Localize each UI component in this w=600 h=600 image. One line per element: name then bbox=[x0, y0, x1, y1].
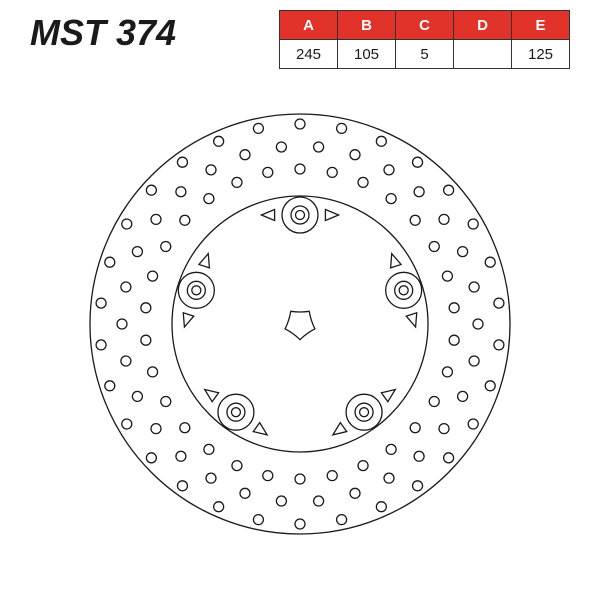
cell: 105 bbox=[338, 40, 396, 69]
table-value-row: 245 105 5 125 bbox=[280, 40, 570, 69]
cell: 5 bbox=[396, 40, 454, 69]
part-number-label: MST 374 bbox=[0, 0, 191, 51]
col-header: B bbox=[338, 11, 396, 40]
table-header-row: A B C D E bbox=[280, 11, 570, 40]
root: MST 374 A B C D E 245 105 5 125 bbox=[0, 0, 600, 600]
brake-disc-diagram bbox=[0, 69, 600, 579]
col-header: C bbox=[396, 11, 454, 40]
col-header: A bbox=[280, 11, 338, 40]
header: MST 374 A B C D E 245 105 5 125 bbox=[0, 0, 600, 69]
disc-svg bbox=[70, 94, 530, 554]
cell bbox=[454, 40, 512, 69]
spec-table: A B C D E 245 105 5 125 bbox=[279, 10, 570, 69]
cell: 125 bbox=[512, 40, 570, 69]
cell: 245 bbox=[280, 40, 338, 69]
col-header: E bbox=[512, 11, 570, 40]
col-header: D bbox=[454, 11, 512, 40]
